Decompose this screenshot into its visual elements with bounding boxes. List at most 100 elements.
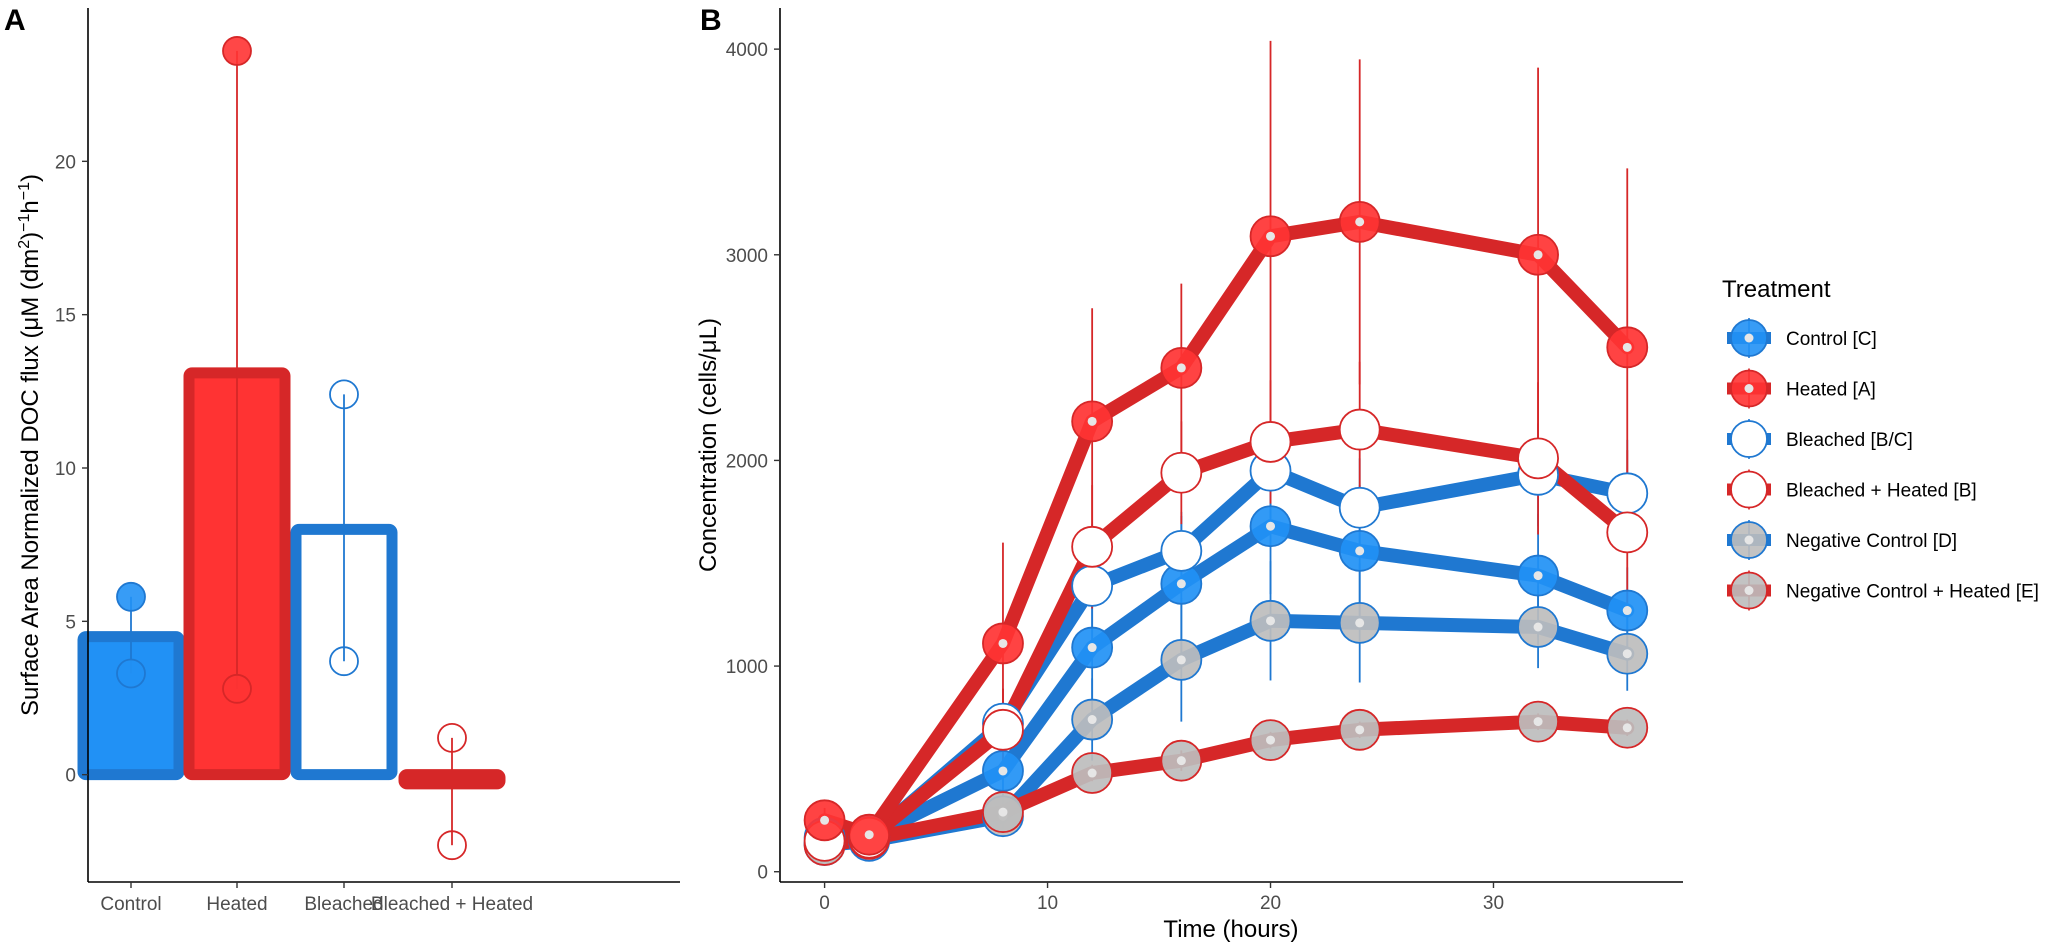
data-point-center-heated-a [1533,250,1543,260]
data-point-center-negative-control-heated-e [998,807,1008,817]
x-tick-label: 0 [819,893,830,914]
y-tick-label: 0 [757,863,768,884]
series-line-heated-a [817,214,1635,842]
y-tick-label: 5 [65,612,76,633]
data-point-center-control-c [998,766,1008,776]
legend-key-point-center [1744,586,1754,595]
legend-key-point-center [1744,384,1754,393]
series-points [803,200,1649,866]
data-point-center-bleached-heated-b [1087,542,1097,552]
data-point-center-heated-a [864,830,874,840]
data-point-center-heated-a [1622,342,1632,352]
bar-chart-y-axis-title: Surface Area Normalized DOC flux (μM (dm… [16,174,44,716]
legend-items: Control [C] Heated [A] Bleached [B/C] Bleac… [1727,318,2039,611]
data-point-center-negative-control-heated-e [1622,723,1632,733]
legend-key-point-center [1744,535,1754,545]
legend-item-bleached-heated-b: Bleached + Heated [B] [1727,469,1977,510]
legend-label: Bleached [B/C] [1786,430,1913,451]
data-point-center-heated-a [998,638,1008,648]
x-tick-label: Heated [206,894,267,915]
legend-item-negative-control-heated-e: Negative Control + Heated [E] [1727,570,2039,611]
line-chart-ticks: 0 10 20 30 0 1000 2000 3000 4000 [726,40,1504,914]
series-lines [817,214,1635,852]
bar-data-point [222,673,252,704]
y-title-end: ) [17,174,44,182]
legend-label: Heated [A] [1786,380,1876,401]
bar-data-point [437,830,467,861]
data-point-center-bleached-b-c [1355,503,1365,513]
y-title-sup3: −1 [16,182,33,200]
line-chart-y-axis-title: Concentration (cells/μL) [695,318,722,572]
data-point-center-bleached-heated-b [1176,468,1186,478]
data-point-center-negative-control-heated-e [1533,717,1543,727]
bar-data-point [222,36,252,66]
legend-title: Treatment [1722,276,1831,303]
y-tick-label: 3000 [726,246,768,267]
data-point-center-bleached-b-c [1087,581,1097,591]
data-point-center-bleached-b-c [1266,466,1276,476]
data-point-center-control-c [1176,579,1186,589]
x-tick-label: Bleached [304,894,383,915]
data-point-center-bleached-heated-b [1266,437,1276,447]
x-tick-label: 30 [1483,893,1504,914]
x-tick-label: Control [100,894,161,915]
data-point-center-bleached-b-c [1622,488,1632,498]
legend-item-bleached-b-c: Bleached [B/C] [1727,419,1913,459]
data-point-center-negative-control-d [1355,618,1365,628]
data-point-center-bleached-heated-b [1355,425,1365,435]
bar-data-point [437,722,467,753]
bar-data-point [116,581,146,612]
legend-item-negative-control-d: Negative Control [D] [1727,520,1957,560]
legend-label: Control [C] [1786,329,1877,350]
data-point-center-control-c [1533,571,1543,581]
series-line-control-c [817,519,1635,845]
legend-key-point-center [1744,485,1754,494]
legend-item-heated-a: Heated [A] [1727,368,1876,409]
y-tick-label: 2000 [726,451,768,472]
data-point-center-bleached-heated-b [998,725,1008,735]
y-title-sup1: 2 [16,240,33,249]
y-title-h: h [17,200,44,213]
line-chart-marks [803,40,1649,866]
data-point-center-bleached-heated-b [1622,527,1632,537]
data-point-center-control-c [1266,521,1276,531]
data-point-center-negative-control-heated-e [1176,756,1186,766]
y-title-main: Surface Area Normalized DOC flux (μM (dm [17,249,44,716]
data-point-center-bleached-heated-b [1533,453,1543,463]
y-title-sup2: −1 [16,213,33,231]
y-tick-label: 20 [55,152,76,173]
data-point-center-negative-control-d [1087,715,1097,725]
bar-chart-marks [77,36,506,861]
y-tick-label: 4000 [726,40,768,61]
y-title-mid: ) [17,232,44,240]
data-point-center-negative-control-d [1266,616,1276,626]
bar-data-point [329,646,359,677]
x-tick-label: 20 [1260,893,1281,914]
bar-data-point [116,658,146,689]
x-tick-label: Bleached + Heated [371,894,533,915]
data-point-center-negative-control-d [1533,622,1543,632]
data-point-center-heated-a [1087,416,1097,426]
data-point-center-negative-control-heated-e [1355,725,1365,735]
data-point-center-heated-a [1176,363,1186,373]
legend-label: Bleached + Heated [B] [1786,481,1977,502]
data-point-center-negative-control-d [1176,655,1186,665]
legend-key-point-center [1744,434,1754,444]
legend-key-point-center [1744,333,1754,343]
legend-label: Negative Control + Heated [E] [1786,582,2039,603]
bar-data-point [329,379,359,410]
x-tick-label: 10 [1037,893,1058,914]
data-point-center-heated-a [1355,217,1365,227]
line-chart-panel: 0 10 20 30 0 1000 2000 3000 4000 Time (hours) Co… [695,8,1683,943]
legend-label: Negative Control [D] [1786,531,1957,552]
legend: Treatment Control [C] Heated [A] Bleached … [1722,276,2039,611]
data-point-center-negative-control-heated-e [1266,735,1276,745]
legend-item-control-c: Control [C] [1727,318,1877,358]
y-tick-label: 1000 [726,657,768,678]
data-point-center-heated-a [1266,231,1276,241]
y-tick-label: 10 [55,459,76,480]
